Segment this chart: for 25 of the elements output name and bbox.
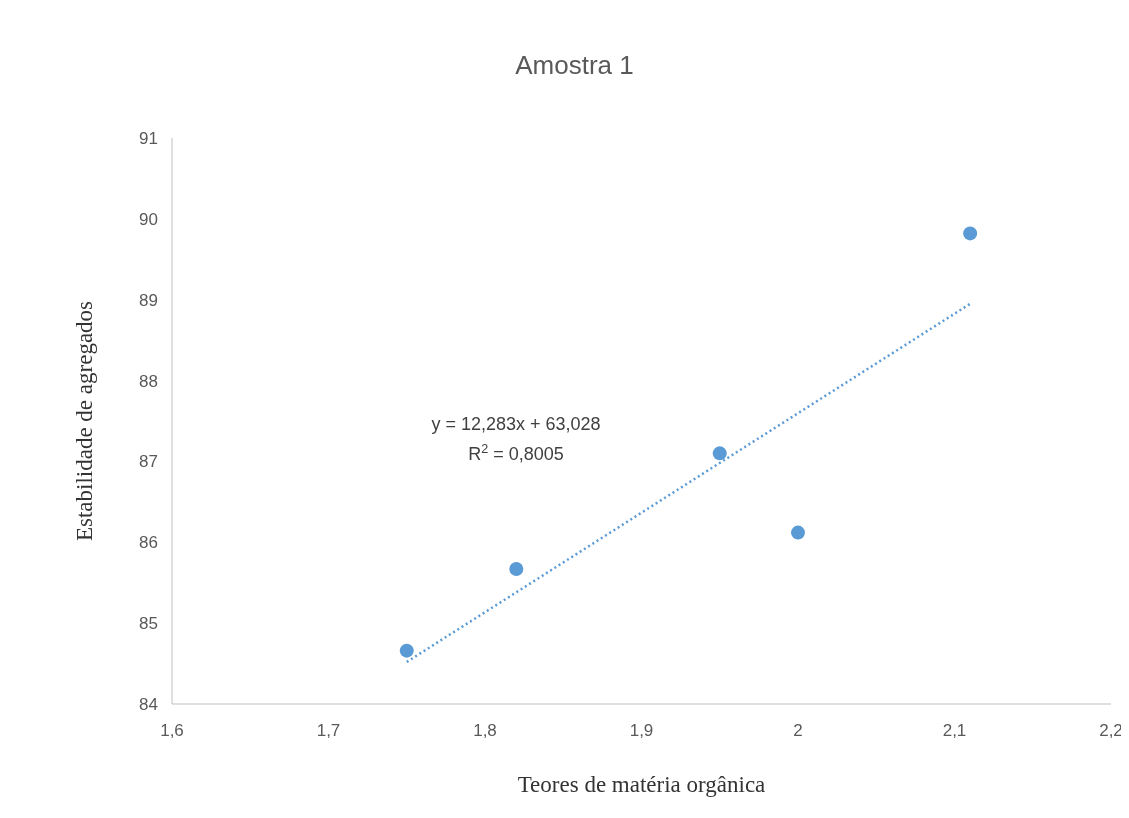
y-tick-label: 88 — [139, 371, 158, 391]
y-tick-label: 84 — [139, 694, 158, 714]
y-tick-label: 87 — [139, 452, 158, 472]
point — [712, 446, 727, 461]
annotation: R$^{2}$ = 0,8005 — [468, 442, 564, 464]
chart-title: Amostra 1 — [515, 50, 634, 80]
x-tick-label: 1,7 — [316, 721, 341, 740]
x-tick-label: 1,9 — [629, 721, 654, 740]
y-tick-label: 90 — [139, 209, 158, 229]
x-tick-label: 2,2 — [1099, 721, 1123, 740]
x-tick-label: 1,6 — [160, 721, 184, 740]
x-tick-label: 1,8 — [473, 721, 497, 740]
y-axis-title: Estabilidade de agregados — [72, 300, 97, 542]
point — [399, 643, 414, 658]
point — [963, 226, 978, 241]
annotation: y = 12,283x + 63,028 — [431, 414, 601, 434]
point — [509, 561, 524, 576]
y-tick-label: 89 — [139, 290, 158, 310]
y-tick-label: 86 — [139, 533, 158, 553]
y-tick-label: 85 — [139, 614, 158, 634]
point — [791, 525, 805, 540]
y-tick-label: 91 — [139, 128, 158, 148]
x-axis-title: Teores de matéria orgânica — [517, 772, 766, 797]
x-tick-label: 2 — [793, 721, 803, 740]
x-tick-label: 2,1 — [942, 721, 967, 740]
